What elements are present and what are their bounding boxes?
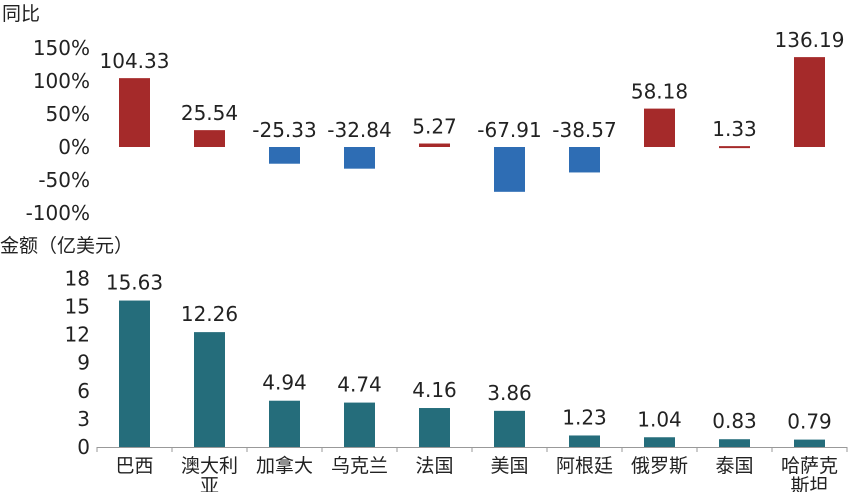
yoy-tick-label: 150% xyxy=(33,36,90,60)
yoy-tick-labels: 150% 100% 50% 0% -50% -100% xyxy=(26,36,90,225)
amount-bar-6 xyxy=(494,410,525,447)
category-label: 巴西 xyxy=(115,455,153,477)
yoy-data-label: -32.84 xyxy=(327,118,391,142)
yoy-data-label: -38.57 xyxy=(552,118,616,142)
yoy-bar-4 xyxy=(344,147,375,169)
amount-data-labels: 15.63 12.26 4.94 4.74 4.16 3.86 1.23 1.04 0.83 0.… xyxy=(106,271,832,434)
amount-data-label: 4.94 xyxy=(262,371,307,395)
yoy-bar-6 xyxy=(494,147,525,192)
amount-tick-label: 18 xyxy=(65,266,90,290)
yoy-bar-2 xyxy=(194,130,225,147)
amount-data-label: 3.86 xyxy=(487,381,532,405)
yoy-tick-label: 100% xyxy=(33,69,90,93)
yoy-data-label: 136.19 xyxy=(775,28,845,52)
amount-data-label: 4.16 xyxy=(412,378,457,402)
yoy-data-label: -25.33 xyxy=(252,118,316,142)
yoy-bar-5 xyxy=(419,143,450,147)
amount-tick-labels: 18 15 12 9 6 3 0 xyxy=(65,266,90,459)
yoy-bar-3 xyxy=(269,147,300,164)
amount-data-label: 4.74 xyxy=(337,373,382,397)
yoy-data-label: 104.33 xyxy=(100,49,170,73)
amount-tick-label: 15 xyxy=(65,294,90,318)
yoy-data-label: 25.54 xyxy=(181,101,238,125)
amount-bar-7 xyxy=(569,435,600,447)
yoy-bar-8 xyxy=(644,108,675,147)
yoy-bar-10 xyxy=(794,57,825,147)
amount-bar-8 xyxy=(644,437,675,447)
amount-tick-label: 12 xyxy=(65,323,90,347)
amount-bar-5 xyxy=(419,408,450,447)
yoy-bar-9 xyxy=(719,146,750,149)
category-label: 澳大利亚 xyxy=(181,455,238,492)
amount-data-label: 0.79 xyxy=(787,410,832,434)
category-label: 俄罗斯 xyxy=(631,455,688,477)
amount-data-label: 1.04 xyxy=(637,407,682,431)
amount-axis-title: 金额（亿美元） xyxy=(0,235,133,257)
amount-data-label: 0.83 xyxy=(712,409,757,433)
amount-bar-10 xyxy=(794,439,825,447)
category-label: 加拿大 xyxy=(256,454,313,477)
amount-data-label: 1.23 xyxy=(562,405,607,429)
yoy-tick-label: -100% xyxy=(26,201,90,225)
yoy-data-labels: 104.33 25.54 -25.33 -32.84 5.27 -67.91 -38.57 5… xyxy=(100,28,845,142)
yoy-bar-7 xyxy=(569,147,600,173)
amount-bar-2 xyxy=(194,332,225,447)
yoy-tick-label: 0% xyxy=(58,135,90,159)
amount-panel: 金额（亿美元） 18 15 12 9 6 3 0 15.63 12.26 4.94 4.74 4.1… xyxy=(0,235,848,492)
yoy-bar-1 xyxy=(119,78,150,147)
yoy-axis-title: 同比 xyxy=(2,3,40,25)
amount-tick-label: 0 xyxy=(77,435,90,459)
amount-bars xyxy=(119,300,825,447)
category-label: 法国 xyxy=(415,455,453,477)
yoy-tick-label: 50% xyxy=(46,102,90,126)
amount-data-label: 15.63 xyxy=(106,271,163,295)
amount-tick-label: 3 xyxy=(77,407,90,431)
yoy-tick-label: -50% xyxy=(38,168,90,192)
amount-bar-4 xyxy=(344,402,375,447)
amount-tick-label: 6 xyxy=(77,379,90,403)
category-label: 哈萨克斯坦 xyxy=(781,455,838,492)
yoy-panel: 同比 150% 100% 50% 0% -50% -100% 104.33 25.54 -25… xyxy=(2,3,844,225)
amount-tick-label: 9 xyxy=(77,351,90,375)
category-label: 泰国 xyxy=(715,455,753,477)
category-label: 阿根廷 xyxy=(556,455,613,477)
yoy-bars xyxy=(119,57,825,192)
category-label: 美国 xyxy=(490,455,528,477)
yoy-data-label: 58.18 xyxy=(631,80,688,104)
amount-bar-9 xyxy=(719,439,750,447)
yoy-data-label: -67.91 xyxy=(477,118,541,142)
yoy-data-label: 1.33 xyxy=(712,117,757,141)
amount-bar-3 xyxy=(269,400,300,447)
yoy-data-label: 5.27 xyxy=(412,115,457,139)
category-label: 乌克兰 xyxy=(331,455,388,477)
amount-bar-1 xyxy=(119,300,150,447)
amount-data-label: 12.26 xyxy=(181,302,238,326)
